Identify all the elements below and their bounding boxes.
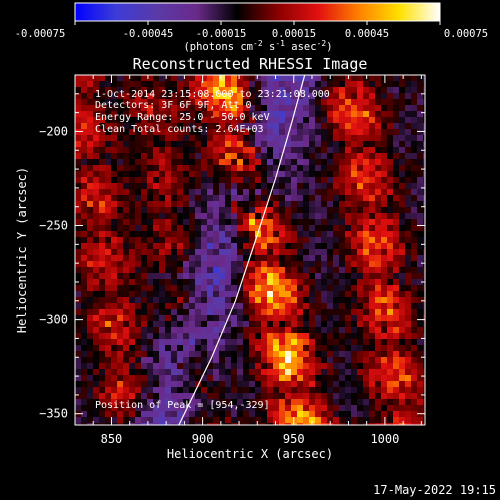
annotation-clean-counts: Clean Total counts: 2.64E+03 — [95, 124, 264, 135]
chart-title: Reconstructed RHESSI Image — [133, 55, 368, 73]
colorbar-gradient — [74, 2, 441, 22]
plot-frame — [74, 74, 426, 426]
colorbar-tick-labels: -0.00075 -0.00045 -0.00015 0.00015 0.000… — [15, 28, 488, 40]
axis-ticks — [75, 74, 425, 425]
plot-annotations: 1-Oct-2014 23:15:08.000 to 23:21:08.000 … — [95, 89, 330, 411]
colorbar-tick-label: -0.00075 — [15, 28, 66, 40]
colorbar-tick-label: 0.00015 — [272, 28, 316, 40]
x-tick-labels: 850 900 950 1000 — [101, 432, 400, 446]
x-tick-label: 1000 — [370, 432, 399, 446]
y-tick-label: −200 — [39, 124, 68, 138]
y-tick-label: −350 — [39, 407, 68, 421]
colorbar-tick-label: -0.00045 — [123, 28, 174, 40]
x-tick-label: 950 — [283, 432, 305, 446]
colorbar-tick-label: 0.00075 — [444, 28, 488, 40]
footer-timestamp: 17-May-2022 19:15 — [373, 483, 496, 497]
y-tick-label: −250 — [39, 219, 68, 233]
colorbar-tick-label: -0.00015 — [196, 28, 247, 40]
annotation-peak-position: Position of Peak = [954,-329] — [95, 400, 270, 411]
colorbar-units-label: (photons cm-2 s-1 asec-2) — [183, 39, 332, 53]
annotation-detectors: Detectors: 3F 6F 9F, Att 0 — [95, 100, 252, 111]
x-tick-label: 900 — [192, 432, 214, 446]
x-axis-label: Heliocentric X (arcsec) — [167, 447, 333, 461]
annotation-energy-range: Energy Range: 25.0 - 50.0 keV — [95, 112, 270, 123]
y-axis-label: Heliocentric Y (arcsec) — [15, 167, 29, 333]
colorbar-ticks — [74, 21, 441, 25]
y-tick-labels: −200 −250 −300 −350 — [39, 124, 68, 420]
solar-limb-curve — [178, 75, 306, 425]
x-tick-label: 850 — [101, 432, 123, 446]
plot-area — [74, 74, 426, 426]
y-tick-label: −300 — [39, 313, 68, 327]
colorbar-tick-label: 0.00045 — [345, 28, 389, 40]
annotation-time-range: 1-Oct-2014 23:15:08.000 to 23:21:08.000 — [95, 89, 330, 100]
colorbar: -0.00075 -0.00045 -0.00015 0.00015 0.000… — [15, 2, 488, 53]
